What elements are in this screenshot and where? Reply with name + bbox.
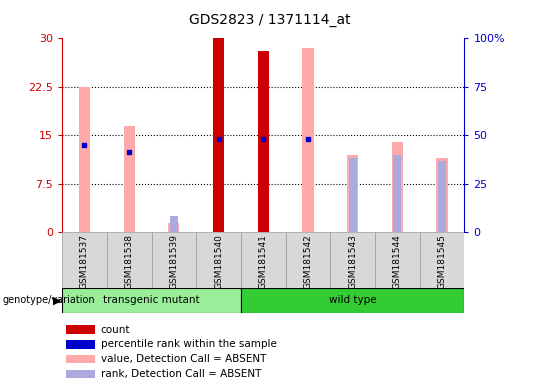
- Bar: [168, 223, 179, 232]
- Text: GSM181538: GSM181538: [125, 234, 134, 289]
- Text: wild type: wild type: [329, 295, 376, 306]
- Bar: [286, 38, 330, 232]
- Text: GSM181537: GSM181537: [80, 234, 89, 289]
- Bar: [62, 232, 107, 288]
- Text: percentile rank within the sample: percentile rank within the sample: [100, 339, 276, 349]
- Bar: [152, 38, 196, 232]
- Bar: [152, 232, 196, 288]
- Text: GSM181540: GSM181540: [214, 234, 223, 289]
- Bar: [107, 232, 152, 288]
- Bar: [393, 155, 401, 232]
- Bar: [66, 325, 96, 334]
- Bar: [375, 232, 420, 288]
- Bar: [420, 38, 464, 232]
- Text: GSM181541: GSM181541: [259, 234, 268, 289]
- Bar: [330, 232, 375, 288]
- Bar: [438, 161, 446, 232]
- Bar: [286, 232, 330, 288]
- Bar: [213, 38, 224, 232]
- Text: count: count: [100, 324, 130, 334]
- Bar: [196, 232, 241, 288]
- Bar: [196, 38, 241, 232]
- Bar: [241, 288, 464, 313]
- Text: genotype/variation: genotype/variation: [3, 295, 96, 306]
- Bar: [62, 288, 241, 313]
- Bar: [436, 158, 448, 232]
- Text: transgenic mutant: transgenic mutant: [103, 295, 200, 306]
- Text: GDS2823 / 1371114_at: GDS2823 / 1371114_at: [189, 13, 351, 27]
- Bar: [66, 340, 96, 349]
- Bar: [330, 38, 375, 232]
- Bar: [62, 38, 107, 232]
- Bar: [392, 142, 403, 232]
- Bar: [241, 38, 286, 232]
- Text: GSM181545: GSM181545: [437, 234, 447, 289]
- Text: value, Detection Call = ABSENT: value, Detection Call = ABSENT: [100, 354, 266, 364]
- Bar: [170, 216, 178, 232]
- Text: GSM181544: GSM181544: [393, 234, 402, 289]
- Bar: [124, 126, 135, 232]
- Bar: [375, 38, 420, 232]
- Bar: [79, 87, 90, 232]
- Text: GSM181543: GSM181543: [348, 234, 357, 289]
- Bar: [420, 232, 464, 288]
- Bar: [347, 155, 358, 232]
- Text: rank, Detection Call = ABSENT: rank, Detection Call = ABSENT: [100, 369, 261, 379]
- Text: GSM181542: GSM181542: [303, 234, 313, 289]
- Text: ▶: ▶: [53, 295, 62, 306]
- Bar: [349, 158, 357, 232]
- Bar: [302, 48, 314, 232]
- Bar: [66, 370, 96, 378]
- Bar: [241, 232, 286, 288]
- Bar: [107, 38, 152, 232]
- Bar: [258, 51, 269, 232]
- Bar: [66, 355, 96, 364]
- Text: GSM181539: GSM181539: [170, 234, 178, 289]
